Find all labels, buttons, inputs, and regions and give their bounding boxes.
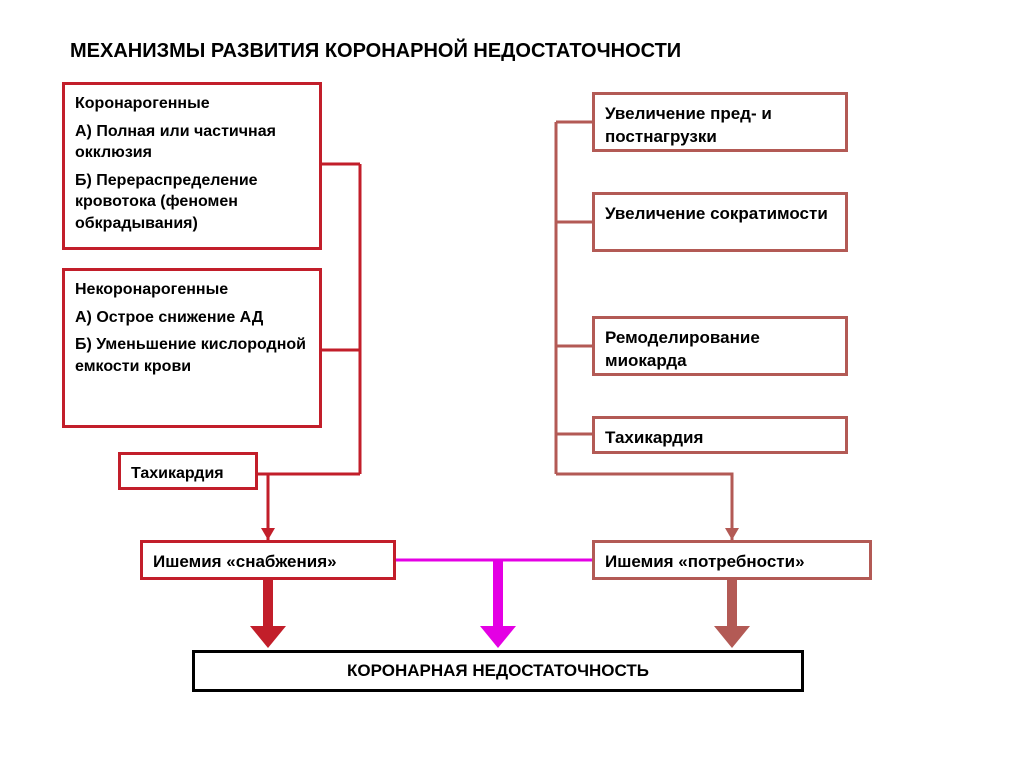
node-header: Коронарогенные xyxy=(75,93,309,115)
node-noncoronarogenic: Некоронарогенные А) Острое снижение АД Б… xyxy=(62,268,322,428)
node-text: Тахикардия xyxy=(131,465,224,482)
node-ischemia-demand: Ишемия «потребности» xyxy=(592,540,872,580)
node-text: Тахикардия xyxy=(605,428,703,447)
node-tachycardia-left: Тахикардия xyxy=(118,452,258,490)
node-line: Б) Перераспределение кровотока (феномен … xyxy=(75,170,309,235)
node-coronary-insufficiency: КОРОНАРНАЯ НЕДОСТАТОЧНОСТЬ xyxy=(192,650,804,692)
node-line: Б) Уменьшение кислородной емкости крови xyxy=(75,334,309,377)
node-text: Ишемия «потребности» xyxy=(605,552,805,571)
node-text: Увеличение пред- и постнагрузки xyxy=(605,104,772,146)
node-text: Ремоделирование миокарда xyxy=(605,328,760,370)
node-text: Увеличение сократимости xyxy=(605,204,828,223)
node-line: А) Острое снижение АД xyxy=(75,307,309,329)
node-remodeling: Ремоделирование миокарда xyxy=(592,316,848,376)
node-preload-afterload: Увеличение пред- и постнагрузки xyxy=(592,92,848,152)
node-text: КОРОНАРНАЯ НЕДОСТАТОЧНОСТЬ xyxy=(347,660,649,683)
node-coronarogenic: Коронарогенные А) Полная или частичная о… xyxy=(62,82,322,250)
page-title: МЕХАНИЗМЫ РАЗВИТИЯ КОРОНАРНОЙ НЕДОСТАТОЧ… xyxy=(70,40,681,63)
node-tachycardia-right: Тахикардия xyxy=(592,416,848,454)
node-line: А) Полная или частичная окклюзия xyxy=(75,121,309,164)
node-text: Ишемия «снабжения» xyxy=(153,552,337,571)
node-header: Некоронарогенные xyxy=(75,279,309,301)
node-ischemia-supply: Ишемия «снабжения» xyxy=(140,540,396,580)
node-contractility: Увеличение сократимости xyxy=(592,192,848,252)
